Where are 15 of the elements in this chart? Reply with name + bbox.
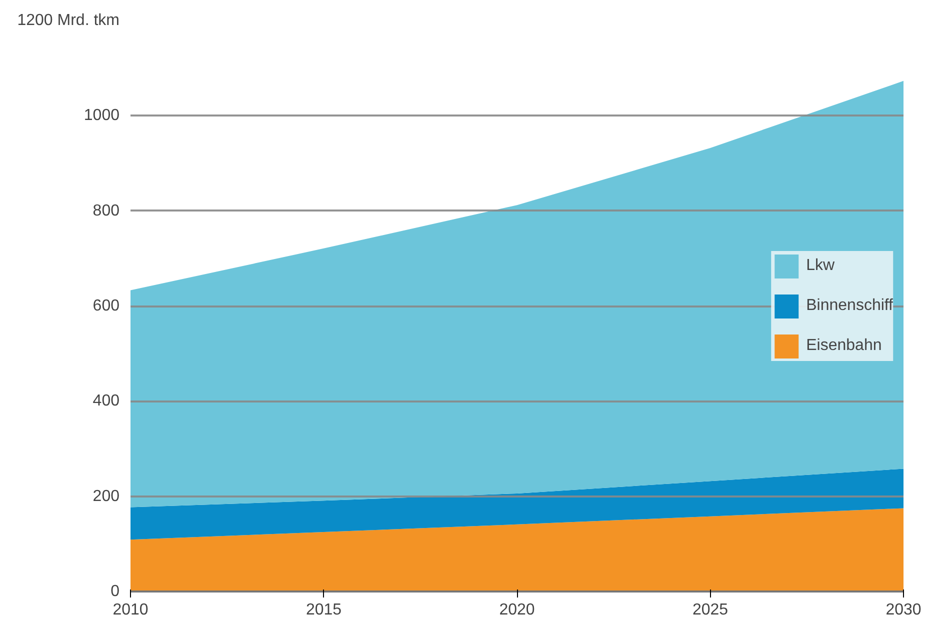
x-tick-label: 2020 bbox=[499, 602, 535, 617]
legend-label: Lkw bbox=[806, 256, 835, 274]
x-tick-label: 2015 bbox=[306, 602, 342, 617]
y-tick-label: 200 bbox=[92, 488, 120, 505]
y-tick-label: 1000 bbox=[84, 107, 120, 124]
legend-label: Binnenschiff bbox=[806, 296, 893, 314]
y-tick-label: 0 bbox=[110, 583, 120, 600]
x-tick-label: 2030 bbox=[886, 602, 922, 617]
x-tick-label: 2010 bbox=[112, 602, 148, 617]
y-tick-label: 1200 Mrd. tkm bbox=[17, 12, 120, 29]
y-tick-label: 400 bbox=[92, 392, 120, 410]
x-tick-label: 2025 bbox=[692, 602, 728, 617]
y-tick-label: 800 bbox=[92, 202, 120, 220]
y-tick-label: 600 bbox=[92, 298, 120, 314]
legend-label: Eisenbahn bbox=[806, 336, 882, 354]
